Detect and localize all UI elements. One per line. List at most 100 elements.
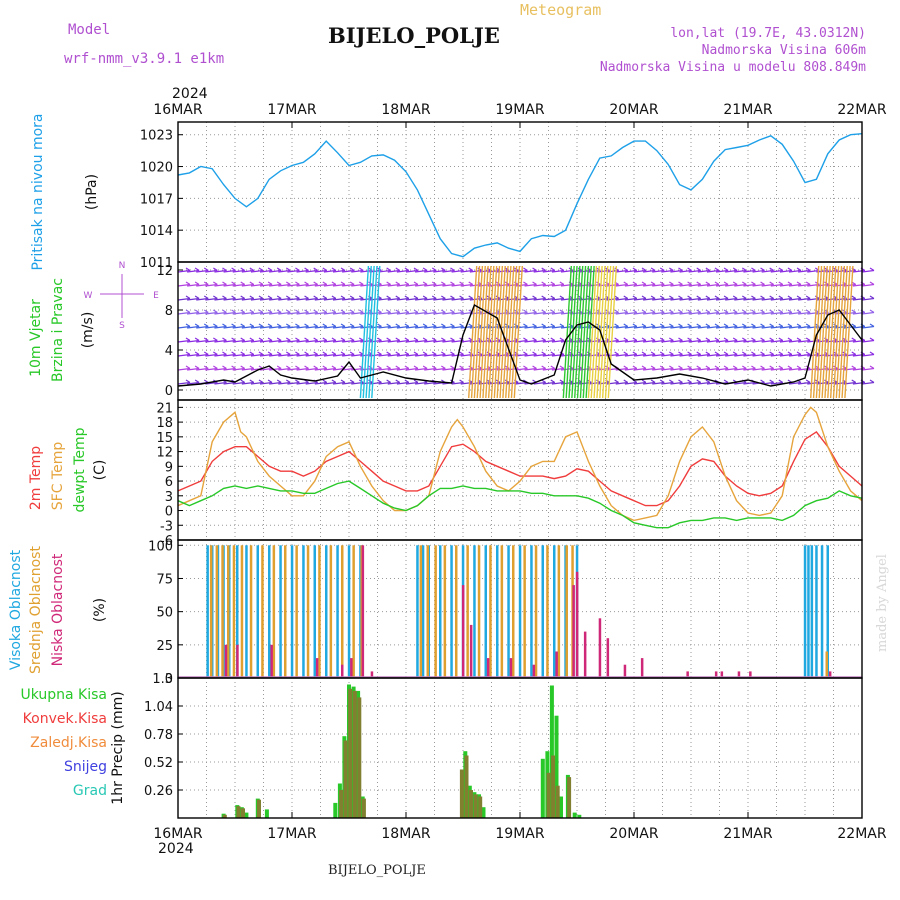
x-tick-label-bottom: 18MAR <box>381 826 430 842</box>
wind-barb-head <box>532 295 537 300</box>
wind-barb-head <box>696 365 702 370</box>
bar-konvekkisa <box>469 790 473 818</box>
wind-barb <box>643 283 656 287</box>
wind-barb <box>250 283 264 287</box>
wind-barb-head <box>623 295 629 300</box>
wind-barb-head <box>623 379 629 384</box>
bar-niska-oblacnost <box>509 658 513 678</box>
y-tick-label: 0 <box>165 505 173 520</box>
wind-barb-head <box>623 365 629 370</box>
wind-barb-head <box>441 295 446 300</box>
wind-barb <box>852 269 865 273</box>
wind-barb-head <box>742 365 747 370</box>
wind-barb <box>196 353 209 357</box>
wind-barb <box>643 311 656 315</box>
wind-barb-head <box>687 281 692 286</box>
wind-barb-head <box>313 295 318 300</box>
wind-barb-head <box>249 267 255 272</box>
wind-barb <box>670 311 683 315</box>
pressure-ylabel: Pritisak na nivou mora <box>30 113 46 270</box>
y-tick-label: 100 <box>148 539 173 554</box>
wind-barb-head <box>185 267 191 272</box>
panel-precip: 0.26 0.52 0.78 1.04 1.3 <box>144 672 863 819</box>
wind-barb-head <box>185 295 191 300</box>
wind-barb <box>624 367 637 371</box>
x-tick-label-top: 18MAR <box>381 102 430 118</box>
wind-barb <box>761 297 774 301</box>
wind-barb <box>323 353 336 357</box>
wind-barb <box>424 339 437 343</box>
wind-barb-head <box>240 351 246 356</box>
bar-konvekkisa <box>551 755 556 818</box>
wind-barb-head <box>194 309 200 314</box>
wind-barb <box>223 311 236 315</box>
wind-barb <box>187 297 200 301</box>
wind-barb <box>396 381 409 385</box>
bar-visoka-oblacnost <box>815 545 818 678</box>
wind-barb <box>305 269 318 273</box>
wind-barb-head <box>222 351 227 356</box>
wind-strong-barb <box>810 265 820 399</box>
wind-barb-head <box>778 267 784 272</box>
wind-barb-head <box>669 379 674 384</box>
wind-strong-barb <box>829 265 840 399</box>
wind-barb <box>615 367 628 371</box>
wind-barb-head <box>249 281 255 286</box>
wind-barb-head <box>450 351 455 356</box>
wind-barb-head <box>705 351 711 356</box>
wind-barb <box>187 353 200 357</box>
wind-barb <box>260 367 273 371</box>
y-tick-label: 1017 <box>140 192 173 207</box>
wind-barb-head <box>431 337 437 342</box>
wind-barb-head <box>358 281 364 286</box>
wind-barb-head <box>550 267 556 272</box>
x-tick-label-top: 20MAR <box>609 102 658 118</box>
wind-barb-head <box>751 323 756 328</box>
x-tick-label-bottom: 22MAR <box>837 826 886 842</box>
wind-barb <box>706 283 720 287</box>
wind-barb-head <box>340 351 346 356</box>
wind-barb-head <box>614 337 619 342</box>
wind-barb-head <box>286 295 291 300</box>
wind-barb-head <box>760 267 765 272</box>
wind-barb <box>342 339 355 343</box>
wind-barb <box>679 269 692 273</box>
wind-barb <box>223 367 236 371</box>
wind-barb <box>652 353 665 357</box>
wind-barb <box>396 325 409 329</box>
wind-barb <box>214 381 227 385</box>
wind-barb-head <box>796 365 802 370</box>
wind-barb <box>551 367 564 371</box>
wind-barb-head <box>194 337 200 342</box>
wind-barb-head <box>441 267 446 272</box>
wind-barb <box>697 269 710 273</box>
wind-barb <box>205 353 218 357</box>
wind-barb-head <box>696 281 702 286</box>
bar-niska-oblacnost <box>370 671 374 678</box>
wind-barb-head <box>185 379 191 384</box>
wind-barb <box>405 283 419 287</box>
wind-barb <box>214 325 227 329</box>
wind-barb <box>405 297 419 301</box>
wind-barb <box>861 283 875 287</box>
wind-barb-head <box>331 295 337 300</box>
wind-barb-head <box>267 309 273 314</box>
wind-barb-head <box>213 323 218 328</box>
wind-barb-head <box>559 323 565 328</box>
wind-barb <box>661 339 674 343</box>
wind-barb <box>743 381 756 385</box>
wind-barb-head <box>650 337 656 342</box>
wind-barb <box>433 353 446 357</box>
wind-barb <box>214 311 227 315</box>
wind-barb <box>278 283 291 287</box>
wind-barb-head <box>286 309 291 314</box>
wind-barb-head <box>322 281 328 286</box>
plot-layer: 1011101410171020102304812-6-303691215182… <box>8 102 887 842</box>
wind-barb <box>515 311 528 315</box>
bar-konvekkisa <box>555 785 560 818</box>
precip-legend-3: Snijeg <box>64 759 107 775</box>
wind-barb-head <box>769 323 774 328</box>
wind-barb-head <box>550 351 556 356</box>
wind-barb <box>442 339 455 343</box>
